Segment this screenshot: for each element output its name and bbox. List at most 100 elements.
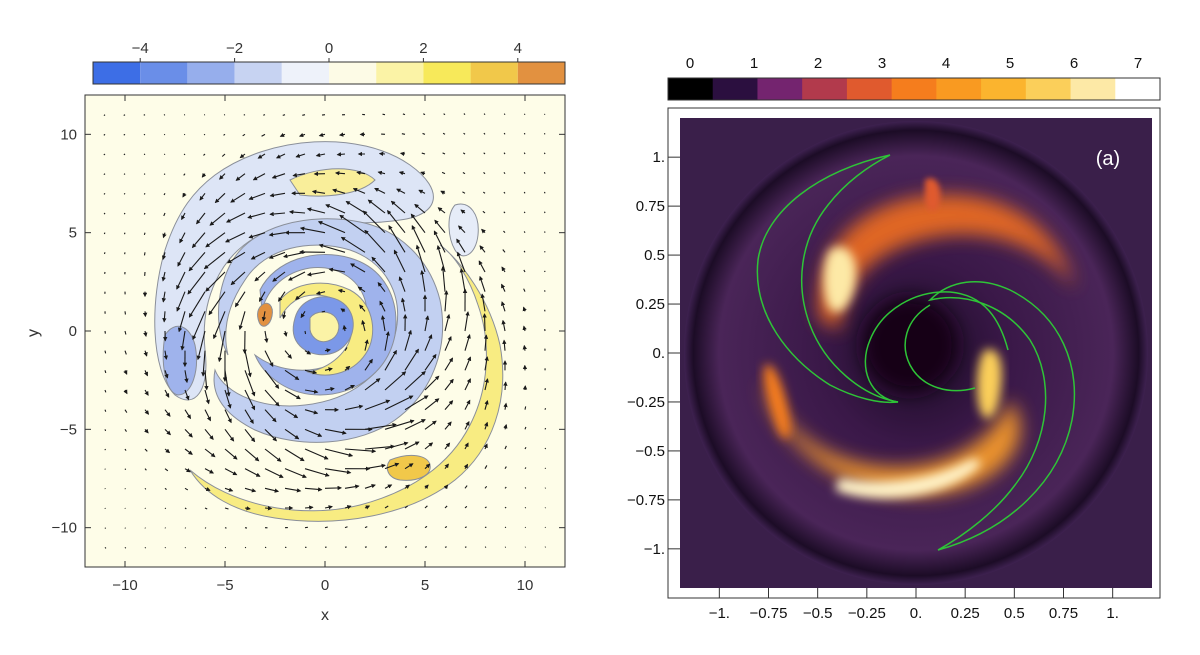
vector-arrow — [265, 508, 271, 509]
vector-arrow — [124, 115, 125, 116]
vector-arrow — [525, 467, 526, 468]
vector-arrow — [105, 528, 106, 529]
vector-arrow — [144, 213, 145, 215]
vector-arrow — [465, 547, 466, 548]
vector-arrow — [322, 311, 325, 312]
vector-arrow — [425, 547, 427, 548]
vector-arrow — [504, 114, 505, 115]
vector-arrow — [105, 370, 106, 373]
right-colorbar-tick-label: 2 — [814, 55, 822, 72]
vector-arrow — [544, 153, 545, 154]
right-colorbar-bin — [847, 78, 892, 100]
vector-arrow — [104, 174, 105, 175]
vector-arrow — [104, 115, 105, 116]
vector-arrow — [145, 488, 146, 489]
vector-arrow — [402, 134, 405, 135]
vector-arrow — [144, 134, 145, 135]
right-colorbar-tick-label: 3 — [878, 55, 886, 72]
left-x-tick-label: 0 — [321, 577, 329, 594]
right-colorbar-tick-label: 1 — [750, 55, 758, 72]
density-core — [862, 297, 958, 393]
right-y-tick-label: −0.5 — [635, 443, 665, 460]
right-x-tick-label: −0.5 — [803, 605, 833, 622]
vector-arrow — [544, 114, 545, 115]
vector-arrow — [184, 154, 185, 155]
vector-arrow — [164, 174, 165, 175]
vector-arrow — [104, 193, 105, 194]
right-colorbar-bin — [892, 78, 937, 100]
vector-arrow — [105, 547, 106, 548]
right-x-tick-label: 0.5 — [1004, 605, 1025, 622]
vector-arrow — [305, 507, 313, 508]
vector-arrow — [225, 528, 226, 529]
left-colorbar-tick-label: −4 — [132, 40, 149, 57]
right-y-tick-label: −0.75 — [627, 492, 665, 509]
right-colorbar-bin — [668, 78, 713, 100]
left-y-tick-label: −10 — [52, 520, 77, 537]
vector-arrow — [124, 233, 125, 234]
vector-arrow — [405, 547, 407, 548]
right-colorbar-bin — [713, 78, 758, 100]
right-colorbar-bin — [757, 78, 802, 100]
vector-arrow — [104, 233, 105, 234]
left-colorbar-bin — [376, 62, 423, 84]
left-colorbar-bin — [471, 62, 518, 84]
vector-arrow — [340, 134, 345, 135]
right-x-tick-label: 1. — [1106, 605, 1119, 622]
vector-arrow — [205, 528, 206, 529]
vector-arrow — [545, 428, 546, 429]
vector-arrow — [524, 231, 525, 232]
vector-arrow — [337, 154, 345, 155]
vector-arrow — [263, 115, 265, 116]
vector-arrow — [144, 115, 145, 116]
contour-band-left-blue — [163, 326, 196, 395]
left-colorbar-bin — [140, 62, 187, 84]
vector-arrow — [104, 213, 105, 214]
vector-arrow — [104, 154, 105, 155]
vector-arrow — [525, 507, 526, 508]
vector-arrow — [544, 172, 545, 173]
left-colorbar-tick-label: 2 — [419, 40, 427, 57]
right-colorbar-bin — [1071, 78, 1116, 100]
left-colorbar-bin — [518, 62, 565, 84]
left-y-tick-label: 10 — [60, 126, 77, 143]
left-y-tick-label: 5 — [69, 225, 77, 242]
vector-arrow — [525, 488, 526, 489]
vector-arrow — [544, 192, 545, 193]
left-colorbar-bin — [187, 62, 234, 84]
vector-arrow — [144, 233, 145, 235]
vector-arrow — [401, 153, 405, 154]
vector-arrow — [305, 331, 306, 334]
vector-arrow — [325, 527, 328, 528]
vector-arrow — [124, 154, 125, 155]
vector-arrow — [524, 192, 525, 193]
vector-arrow — [124, 134, 125, 135]
right-colorbar-tick-label: 7 — [1134, 55, 1142, 72]
vector-arrow — [165, 547, 166, 548]
vector-arrow — [302, 115, 305, 116]
vector-arrow — [505, 507, 506, 508]
vector-arrow — [105, 351, 106, 354]
right-y-tick-label: 0.25 — [636, 296, 665, 313]
vector-arrow — [464, 114, 465, 115]
left-colorbar-bin — [423, 62, 470, 84]
right-colorbar-tick-label: 4 — [942, 55, 950, 72]
vector-arrow — [185, 508, 186, 509]
contour-band-core-yellow — [310, 312, 339, 342]
left-colorbar-bin — [282, 62, 329, 84]
vector-arrow — [124, 213, 125, 214]
right-x-tick-label: 0. — [910, 605, 923, 622]
vector-arrow — [545, 547, 546, 548]
vector-arrow — [525, 406, 526, 409]
vector-arrow — [204, 134, 205, 135]
left-x-tick-label: −10 — [112, 577, 137, 594]
right-y-tick-label: 0.75 — [636, 198, 665, 215]
right-colorbar-tick-label: 6 — [1070, 55, 1078, 72]
vector-arrow — [104, 134, 105, 135]
vector-arrow — [524, 346, 525, 351]
right-colorbar-tick-label: 0 — [686, 55, 694, 72]
vector-arrow — [104, 252, 105, 254]
right-x-tick-label: −0.25 — [848, 605, 886, 622]
